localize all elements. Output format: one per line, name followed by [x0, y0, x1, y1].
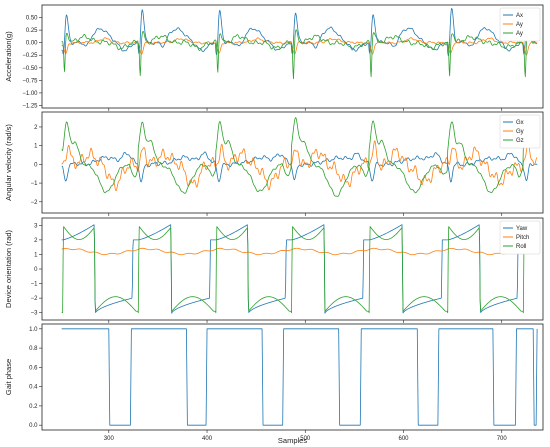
series-line-gx-1 [61, 151, 538, 183]
y-tick-label: 0.0 [29, 423, 38, 429]
chart-panel-2: 2 1 0 −1 −2 Angular velocity (rad/s) Gx Gy Gz [4, 111, 544, 216]
legend-label-2: Pitch [516, 235, 529, 241]
y-tick-label: −0.25 [22, 53, 38, 59]
y-tick-label: 0.00 [26, 41, 38, 47]
y-tick-label: 0.4 [29, 385, 38, 391]
series-line-gz-3 [61, 117, 538, 197]
x-tick-label: 500 [300, 436, 311, 442]
y-tick-label: 0.50 [26, 16, 38, 22]
y-tick-label: −2 [31, 296, 39, 302]
series-line-ay-2 [61, 37, 538, 56]
x-tick-label: 400 [202, 436, 213, 442]
series-group [61, 328, 538, 426]
y-tick-label: 0 [34, 267, 38, 273]
series-line-gy-2 [61, 140, 538, 192]
legend-label-2: Gy [516, 129, 524, 135]
legend: Ax Ay Ay [499, 7, 541, 42]
y-axis-label: Gait phase [4, 359, 13, 395]
y-tick-label: 0.6 [29, 365, 38, 371]
legend-label-3: Gz [516, 138, 524, 144]
x-axis-label: Samples [278, 436, 307, 445]
series-line-pitch-2 [61, 247, 538, 256]
plot-frame [41, 323, 544, 431]
y-tick-label: −1 [31, 282, 39, 288]
chart-panel-4: 1.0 0.8 0.6 0.4 0.2 0.0 300 400 500 600 700 Gait ph… [4, 323, 544, 445]
series-group [61, 7, 538, 80]
y-tick-label: 0.8 [29, 346, 38, 352]
legend-label-1: Ax [516, 13, 523, 19]
legend-label-1: Gx [516, 120, 524, 126]
y-tick-label: 1 [34, 144, 38, 150]
y-tick-label: −1.25 [22, 103, 38, 109]
series-line-ay-3 [61, 29, 538, 80]
series-line-roll-3 [61, 226, 538, 314]
legend: Yaw Pitch Roll [499, 220, 541, 255]
y-tick-label: −0.75 [22, 78, 38, 84]
y-tick-label: 2 [34, 125, 38, 131]
y-tick-label: 0.25 [26, 28, 38, 34]
legend-label-2: Ay [516, 22, 523, 28]
plot-frame [41, 4, 544, 109]
x-tick-label: 600 [398, 436, 409, 442]
chart-panel-1: 0.50 0.25 0.00 −0.25 −0.50 −0.75 −1.00 −1.25 Acc… [4, 4, 544, 111]
chart-panel-3: 3 2 1 0 −1 −2 −3 Device orientation (rad) Yaw Pit… [4, 217, 544, 323]
series-line-yaw-1 [61, 224, 538, 314]
y-tick-label: −3 [31, 311, 39, 317]
y-axis-label: Device orientation (rad) [4, 230, 13, 308]
series-group [61, 224, 538, 314]
y-tick-label: 0 [34, 162, 38, 168]
y-axis-label: Acceleration(g) [4, 31, 13, 82]
series-line-gait-1 [61, 328, 538, 426]
legend-label-1: Yaw [516, 226, 528, 232]
y-tick-label: 0.2 [29, 404, 38, 410]
y-tick-label: −1.00 [22, 91, 38, 97]
y-tick-label: 1.0 [29, 327, 38, 333]
legend: Gx Gy Gz [499, 114, 541, 149]
y-tick-label: −2 [31, 200, 39, 206]
y-tick-label: −0.50 [22, 66, 38, 72]
x-tick-label: 700 [497, 436, 508, 442]
y-tick-label: 1 [34, 252, 38, 258]
plot-frame [41, 111, 544, 214]
x-tick-label: 300 [104, 436, 115, 442]
y-tick-label: −1 [31, 181, 39, 187]
series-group [61, 117, 538, 197]
legend-label-3: Roll [516, 244, 526, 250]
y-tick-label: 3 [34, 223, 38, 229]
series-line-ax-1 [61, 7, 538, 56]
legend-label-3: Ay [516, 31, 523, 37]
y-tick-label: 2 [34, 238, 38, 244]
y-axis-label: Angular velocity (rad/s) [4, 124, 13, 201]
